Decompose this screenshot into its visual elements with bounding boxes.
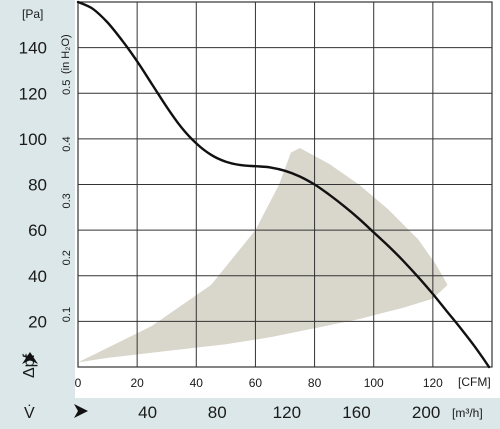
x-tick-label: 20	[130, 376, 144, 390]
x-tick-label: 120	[423, 376, 443, 390]
x2-axis-arrow-icon	[74, 404, 88, 418]
y-tick-label: 60	[28, 221, 47, 240]
x2-tick-label: 160	[342, 403, 370, 422]
y2-tick-label: 0.1	[61, 307, 73, 322]
pressure-curve-line	[76, 0, 491, 369]
x2-tick-label: 120	[273, 403, 301, 422]
y-tick-label: 140	[19, 39, 47, 58]
x-tick-label: 60	[249, 376, 263, 390]
x-tick-label: 40	[190, 376, 204, 390]
y2-tick-label: 0.5	[61, 80, 73, 95]
x2-tick-label: 80	[208, 403, 227, 422]
x-axis-unit: [CFM]	[458, 375, 491, 389]
y2-tick-label: 0.4	[61, 136, 73, 151]
x-tick-label: 0	[75, 376, 82, 390]
x-tick-label: 80	[308, 376, 322, 390]
y-tick-label: 40	[28, 267, 47, 286]
left-axis-band	[0, 0, 75, 398]
x-tick-label: 100	[364, 376, 384, 390]
x2-tick-label: 40	[138, 403, 157, 422]
x2-axis-label: V̇	[24, 404, 35, 422]
y-axis-unit: [Pa]	[22, 7, 43, 21]
y-tick-label: 120	[19, 84, 47, 103]
operating-range-area	[78, 148, 448, 363]
y2-tick-label: 0.2	[61, 250, 73, 265]
x2-tick-label: 200	[412, 403, 440, 422]
y-tick-label: 20	[28, 312, 47, 331]
plot-border	[77, 1, 493, 368]
y-tick-label: 80	[28, 176, 47, 195]
y2-tick-label: 0.3	[61, 193, 73, 208]
y-axis-arrow-icon	[22, 352, 38, 364]
x2-axis-unit: [m³/h]	[452, 406, 483, 420]
y-tick-label: 100	[19, 130, 47, 149]
y2-axis-unit: (in H₂O)	[60, 34, 72, 74]
bottom-axis-band	[0, 398, 500, 429]
